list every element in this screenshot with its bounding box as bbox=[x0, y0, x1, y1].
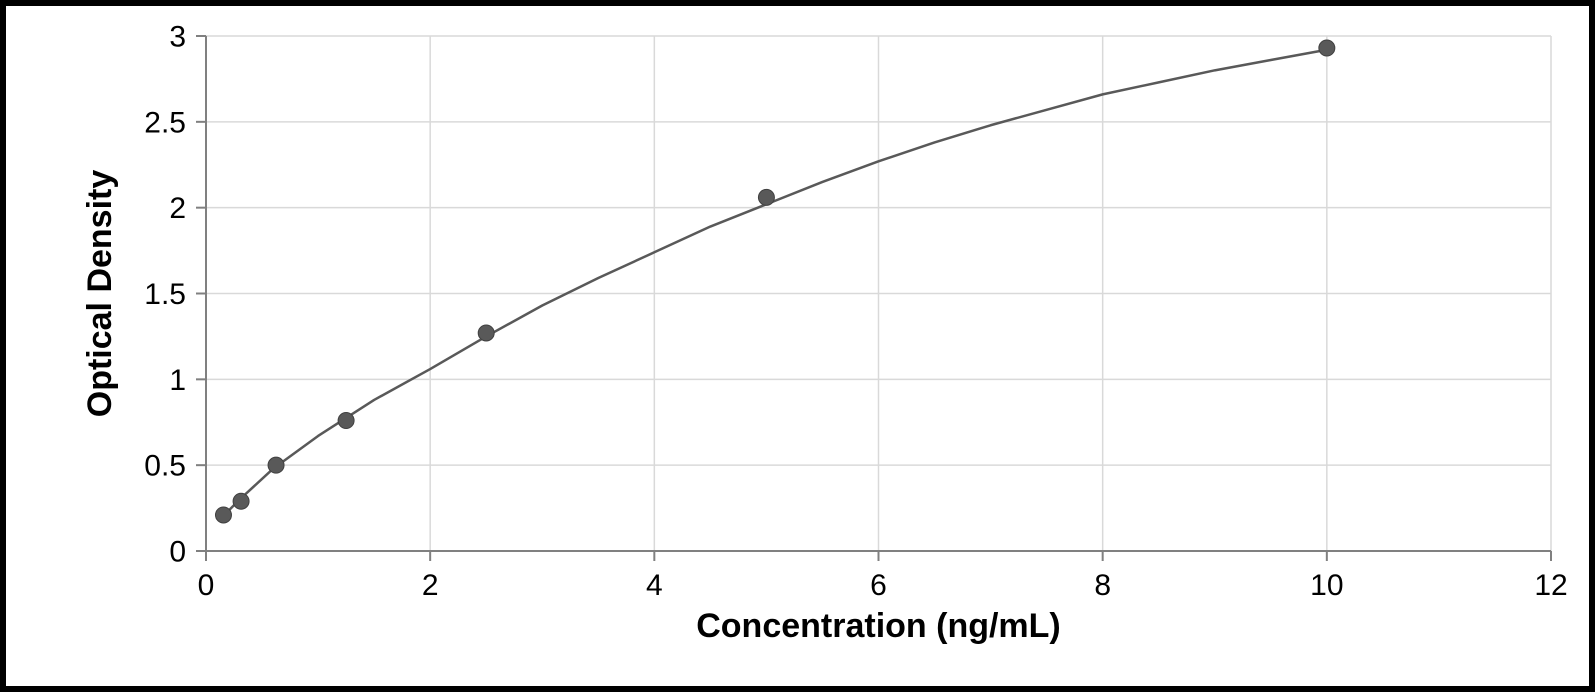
x-tick-label: 10 bbox=[1310, 569, 1343, 602]
y-axis-label: Optical Density bbox=[81, 170, 119, 418]
curve-layer bbox=[223, 50, 1326, 516]
points-layer bbox=[215, 40, 1334, 523]
data-point bbox=[215, 507, 231, 523]
data-point bbox=[268, 457, 284, 473]
data-point bbox=[233, 493, 249, 509]
x-tick-label: 12 bbox=[1534, 569, 1567, 602]
grid-layer bbox=[206, 36, 1551, 551]
y-tick-label: 2.5 bbox=[144, 106, 186, 139]
x-tick-label: 4 bbox=[646, 569, 663, 602]
x-tick-label: 8 bbox=[1094, 569, 1111, 602]
y-tick-label: 1 bbox=[169, 364, 186, 397]
y-tick-label: 3 bbox=[169, 21, 186, 54]
x-axis-label: Concentration (ng/mL) bbox=[696, 607, 1061, 645]
chart-svg: 0 2 4 6 8 10 12 0 0.5 1 1.5 2 2.5 3 Concentration (ng… bbox=[6, 6, 1589, 686]
chart-frame: 0 2 4 6 8 10 12 0 0.5 1 1.5 2 2.5 3 Concentration (ng… bbox=[0, 0, 1595, 692]
y-tick-label: 2 bbox=[169, 192, 186, 225]
y-tick-label: 1.5 bbox=[144, 278, 186, 311]
y-tick-label: 0.5 bbox=[144, 450, 186, 483]
x-tick-label: 6 bbox=[870, 569, 887, 602]
data-point bbox=[758, 189, 774, 205]
x-tick-label: 2 bbox=[422, 569, 439, 602]
data-point bbox=[478, 325, 494, 341]
x-tick-label: 0 bbox=[198, 569, 215, 602]
data-point bbox=[338, 413, 354, 429]
fit-curve bbox=[223, 50, 1326, 516]
ticks-layer: 0 2 4 6 8 10 12 0 0.5 1 1.5 2 2.5 3 bbox=[144, 21, 1567, 603]
y-tick-label: 0 bbox=[169, 536, 186, 569]
data-point bbox=[1319, 40, 1335, 56]
labels-layer: Concentration (ng/mL) Optical Density bbox=[81, 170, 1061, 645]
